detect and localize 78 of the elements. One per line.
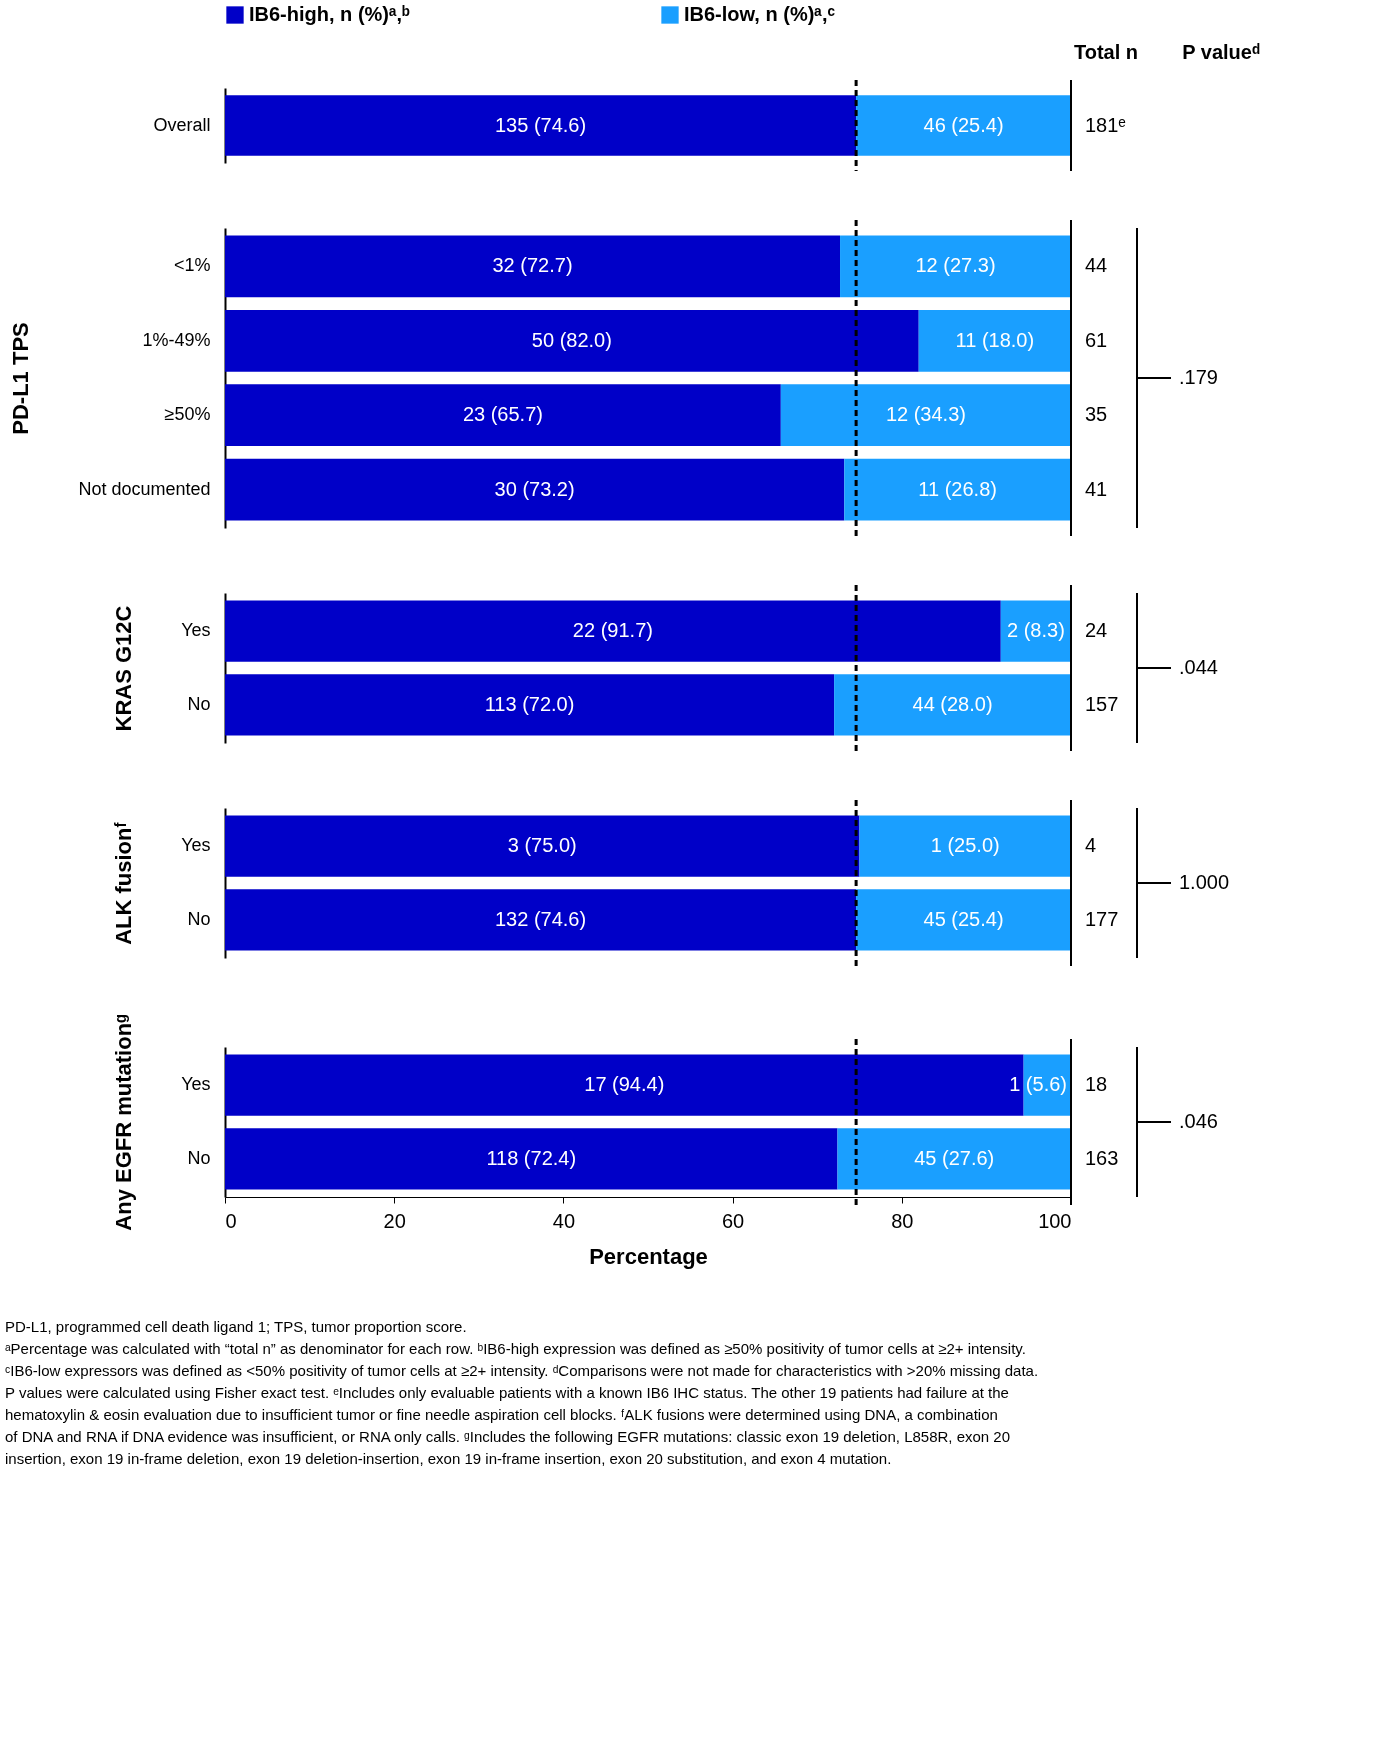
text: ᵃPercentage was calculated with “total n” as denominator for each row. ᵇIB6-high expression was defined as ≥50% positivity of tumor cells at ≥2+ intensity. [5, 1340, 1026, 1357]
text: 4 [1085, 834, 1097, 857]
data-label: 135 (74.6) [494, 113, 587, 136]
text: hematoxylin & eosin evaluation due to insufficient tumor or fine needle aspiration cell blocks. ᶠALK fusions were determined using DNA, a combination [5, 1406, 998, 1423]
text: Total n [1073, 41, 1139, 63]
x-axis-title: Percentage [589, 1243, 708, 1269]
text: P valueᵈ [1182, 41, 1260, 63]
data-label: 113 (72.0) [484, 692, 575, 715]
text: of DNA and RNA if DNA evidence was insufficient, or RNA only calls. ᵍIncludes the following EGFR mutations: classic exon 19 deletion, L858R, exon 20 [5, 1428, 1011, 1445]
text: 41 [1085, 477, 1108, 500]
y-tick-label: Yes [181, 1074, 211, 1095]
y-tick-label: No [187, 1147, 211, 1168]
text: PD-L1, programmed cell death ligand 1; TPS, tumor proportion score. [5, 1318, 467, 1335]
y-tick-label: ≥50% [164, 404, 211, 425]
legend-label: IB6-low, n (%)ᵃ,ᶜ [684, 3, 836, 25]
x-tick-label: 40 [552, 1209, 576, 1232]
bar [225, 235, 841, 298]
y-tick-label: Yes [181, 620, 211, 641]
data-label: 12 (27.3) [915, 254, 996, 277]
bar [225, 384, 781, 447]
data-label: 23 (65.7) [462, 403, 543, 426]
data-label: 45 (27.6) [914, 1146, 995, 1169]
text: .046 [1179, 1110, 1218, 1132]
y-tick-label: 1%-49% [142, 329, 211, 350]
text: 35 [1085, 403, 1108, 426]
data-label: 2 (8.3) [1006, 619, 1065, 642]
data-label: 11 (26.8) [918, 477, 997, 500]
y-axis-title: Any EGFR mutationᵍ [111, 1013, 137, 1231]
text: .044 [1179, 656, 1218, 678]
bar [225, 309, 919, 372]
text: 24 [1085, 619, 1108, 642]
bar [780, 384, 1071, 447]
y-axis-title: PD-L1 TPS [8, 322, 34, 435]
data-label: 12 (34.3) [885, 403, 966, 426]
x-tick-label: 80 [891, 1209, 914, 1232]
data-label: 118 (72.4) [486, 1146, 577, 1169]
y-axis-title: ALK fusionᶠ [111, 821, 137, 945]
text: 163 [1085, 1146, 1119, 1169]
data-label: 1 (25.0) [930, 834, 1000, 857]
data-label: 22 (91.7) [572, 619, 653, 642]
text: 44 [1085, 254, 1108, 277]
data-label: 32 (72.7) [492, 254, 573, 277]
bar [844, 458, 1071, 521]
y-axis-title: KRAS G12C [111, 605, 137, 732]
data-label: 132 (74.6) [494, 907, 587, 930]
data-label: 50 (82.0) [531, 328, 612, 351]
data-label: 46 (25.4) [923, 113, 1004, 136]
text: 181ᵉ [1085, 113, 1126, 136]
text: 177 [1085, 907, 1119, 930]
bar [918, 309, 1071, 372]
text: ᶜIB6-low expressors was defined as <50% positivity of tumor cells at ≥2+ intensity. ᵈComparisons were not made for characteristics with >20% missing data. [5, 1362, 1039, 1379]
y-tick-label: <1% [173, 255, 211, 276]
x-tick-label: 0 [225, 1209, 237, 1232]
x-tick-label: 100 [1038, 1209, 1072, 1232]
bar [225, 458, 845, 521]
text: 61 [1085, 328, 1108, 351]
legend-label: IB6-high, n (%)ᵃ,ᵇ [249, 3, 411, 25]
text: insertion, exon 19 in-frame deletion, exon 19 deletion-insertion, exon 19 in-frame insertion, exon 20 substitution, and exon 4 mutation. [5, 1450, 892, 1467]
x-tick-label: 20 [383, 1209, 406, 1232]
y-tick-label: No [187, 693, 211, 714]
y-tick-label: Yes [181, 835, 211, 856]
data-label: 17 (94.4) [584, 1073, 665, 1096]
data-label: 30 (73.2) [494, 477, 575, 500]
text: P values were calculated using Fisher exact test. ᵉIncludes only evaluable patients with a known IB6 IHC status. The other 19 patients had failure at the [5, 1384, 1009, 1401]
bar [840, 235, 1071, 298]
data-label: 44 (28.0) [912, 692, 993, 715]
y-tick-label: Not documented [78, 478, 211, 499]
text: .179 [1179, 366, 1218, 388]
data-label: 11 (18.0) [955, 328, 1035, 351]
x-tick-label: 60 [721, 1209, 745, 1232]
y-tick-label: Overall [153, 114, 211, 135]
text: 157 [1085, 692, 1119, 715]
data-label: 3 (75.0) [507, 834, 577, 857]
y-tick-label: No [187, 908, 211, 929]
data-label: 45 (25.4) [923, 907, 1004, 930]
text: 1.000 [1179, 871, 1230, 893]
data-label: 1 (5.6) [1009, 1073, 1067, 1096]
text: 18 [1085, 1073, 1108, 1096]
